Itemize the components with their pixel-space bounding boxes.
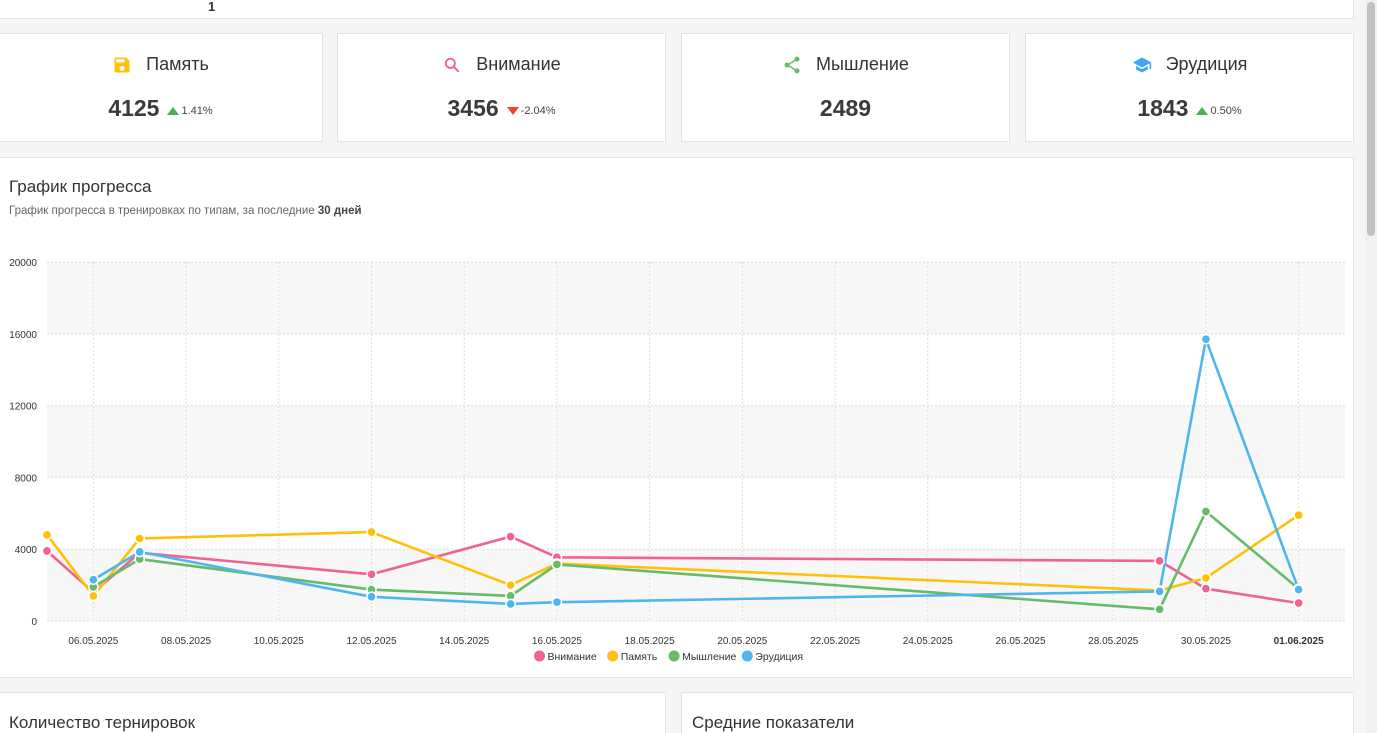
data-point: [505, 579, 516, 591]
share-icon: [782, 55, 802, 75]
x-tick-label: 30.05.2025: [1181, 636, 1231, 647]
y-tick-label: 8000: [15, 473, 38, 484]
progress-chart-card: График прогресса График прогресса в трен…: [0, 157, 1354, 678]
stat-delta-text: -2.04%: [520, 104, 556, 117]
data-point: [1200, 572, 1212, 584]
grid-band: [47, 405, 1345, 478]
stat-value: 3456: [447, 95, 499, 121]
stat-value: 1843: [1137, 95, 1189, 121]
legend-marker: [607, 650, 619, 662]
data-point: [505, 598, 516, 610]
x-tick-label: 14.05.2025: [439, 636, 489, 647]
stat-delta: 1.41%: [167, 104, 213, 117]
top-summary-card: 1: [0, 0, 1354, 19]
series-line: [92, 337, 1300, 606]
arrow-up-icon: [167, 106, 180, 115]
x-tick-label: 18.05.2025: [625, 636, 675, 647]
legend-label: Память: [621, 651, 658, 663]
data-point: [134, 546, 146, 558]
stat-delta-text: 0.50%: [1210, 104, 1242, 117]
stat-card-erudition: Эрудиция 1843 0.50%: [1025, 33, 1354, 142]
data-point: [366, 526, 377, 538]
y-tick-label: 12000: [9, 402, 37, 413]
stat-delta-text: 1.41%: [181, 104, 213, 117]
y-tick-label: 20000: [9, 258, 37, 269]
chart-subtitle: График прогресса в тренировках по типам,…: [9, 205, 362, 217]
data-point: [1200, 583, 1212, 595]
trainings-count-card: Количество тернировок: [0, 692, 666, 733]
data-point: [1154, 586, 1165, 597]
data-point: [88, 574, 99, 586]
stat-value: 4125: [108, 95, 160, 121]
stat-label: Мышление: [816, 54, 909, 74]
x-tick-label: 24.05.2025: [903, 636, 953, 647]
legend-label: Мышление: [682, 651, 736, 663]
arrow-down-icon: [506, 106, 519, 115]
x-tick-label: 22.05.2025: [810, 636, 860, 647]
search-icon: [442, 55, 462, 75]
legend-label: Внимание: [548, 651, 597, 663]
data-point: [1293, 584, 1304, 595]
floppy-disk-icon: [112, 55, 132, 75]
legend-marker: [668, 650, 680, 662]
stat-card-memory: Память 4125 1.41%: [0, 33, 323, 142]
x-tick-label: 26.05.2025: [995, 636, 1045, 647]
stat-label: Память: [146, 54, 209, 74]
data-point: [551, 596, 563, 608]
stat-card-thinking: Мышление 2489: [681, 33, 1010, 142]
page-scrollbar[interactable]: [1365, 0, 1377, 733]
y-tick-label: 4000: [15, 545, 38, 556]
progress-line-chart[interactable]: 0 4000 8000 12000 16000 20000 06.05.2025 08.05.…: [0, 158, 1355, 679]
data-point: [366, 568, 377, 580]
legend-marker: [534, 650, 545, 662]
x-tick-label: 08.05.2025: [161, 636, 211, 647]
chart-title: График прогресса: [9, 177, 152, 196]
data-point: [1200, 506, 1212, 517]
trainings-count-title: Количество тернировок: [9, 713, 196, 732]
stat-delta: 0.50%: [1196, 104, 1242, 117]
y-tick-label: 16000: [9, 330, 37, 341]
data-point: [41, 545, 53, 557]
x-tick-label: 10.05.2025: [254, 636, 304, 647]
stat-value: 2489: [819, 95, 872, 121]
stat-label: Эрудиция: [1165, 54, 1248, 74]
data-point: [1154, 603, 1165, 615]
graduation-cap-icon: [1132, 55, 1152, 75]
chart-subtitle-period: 30 дней: [317, 205, 362, 217]
x-tick-label: 06.05.2025: [68, 636, 118, 647]
x-tick-label: 28.05.2025: [1088, 636, 1138, 647]
data-point: [1154, 555, 1165, 567]
stat-label: Внимание: [476, 54, 561, 74]
stat-card-attention: Внимание 3456 -2.04%: [337, 33, 666, 142]
x-tick-label: 20.05.2025: [717, 636, 767, 647]
data-point: [88, 590, 99, 602]
stat-delta: -2.04%: [506, 104, 556, 117]
legend-marker: [741, 650, 753, 662]
y-tick-label: 0: [31, 617, 37, 628]
series-line: [92, 510, 1300, 611]
data-point: [366, 591, 377, 603]
x-tick-label: 16.05.2025: [532, 636, 582, 647]
average-scores-title: Средние показатели: [692, 713, 855, 732]
top-summary-value: 1: [208, 0, 216, 14]
data-point: [1293, 509, 1304, 521]
data-point: [41, 529, 53, 541]
data-point: [505, 531, 516, 542]
x-tick-label: 12.05.2025: [346, 636, 396, 647]
x-tick-label: 01.06.2025: [1274, 636, 1324, 647]
scrollbar-thumb[interactable]: [1367, 2, 1375, 236]
data-point: [1293, 597, 1304, 609]
chart-subtitle-text: График прогресса в тренировках по типам,…: [9, 205, 318, 217]
data-point: [551, 559, 563, 570]
data-point: [1200, 333, 1212, 345]
average-scores-card: Средние показатели: [681, 692, 1354, 733]
arrow-up-icon: [1196, 106, 1209, 115]
data-point: [134, 533, 146, 544]
legend-label: Эрудиция: [755, 651, 803, 663]
grid-band: [47, 262, 1345, 334]
